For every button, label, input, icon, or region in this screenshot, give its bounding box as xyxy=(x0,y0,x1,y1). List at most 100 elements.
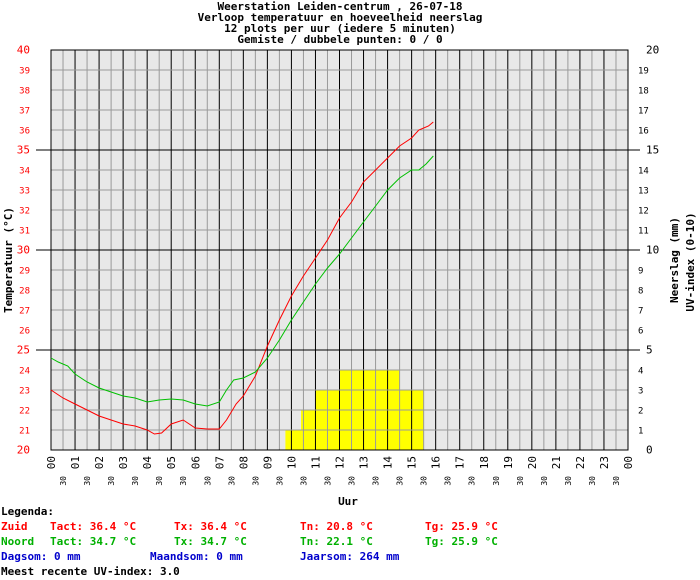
x-tick-halfhour: 30 xyxy=(396,476,405,486)
left-axis-ticks: 20 21 22 23 24 25 26 27 28 29 30 31 32 33 34 35 36 37 38 39… xyxy=(17,44,30,457)
legend-header: Legenda: xyxy=(1,505,54,518)
legend-maandsom: Maandsom: 0 mm xyxy=(150,550,243,563)
right-tick-label: 0 xyxy=(646,444,653,457)
right-tick-label: 1 xyxy=(638,427,643,437)
title-line: Weerstation Leiden-centrum , 26-07-18 xyxy=(217,0,462,13)
x-tick-hour: 23 xyxy=(598,456,611,469)
right-tick-label: 12 xyxy=(638,207,649,217)
legend-dagsom: Dagsom: 0 mm xyxy=(1,550,81,563)
x-tick-hour: 14 xyxy=(382,456,395,470)
legend-zuid-label: Zuid xyxy=(1,520,28,533)
series-line-zuid xyxy=(50,121,434,435)
left-tick-label: 28 xyxy=(19,287,30,297)
right-tick-label: 11 xyxy=(638,227,649,237)
legend-zuid-tg: Tg: 25.9 °C xyxy=(425,520,498,533)
legend-noord-tact: Tact: 34.7 °C xyxy=(50,535,137,548)
x-tick-hour: 19 xyxy=(502,456,515,469)
x-tick-halfhour: 30 xyxy=(612,476,621,486)
right-tick-label: 5 xyxy=(646,344,653,357)
x-tick-hour: 00 xyxy=(622,456,635,469)
left-tick-label: 24 xyxy=(19,367,30,377)
x-tick-hour: 17 xyxy=(454,456,467,469)
right-tick-label: 2 xyxy=(638,407,643,417)
left-tick-label: 23 xyxy=(19,387,30,397)
plot-border xyxy=(50,49,629,451)
right-tick-label: 18 xyxy=(638,87,649,97)
left-tick-label: 26 xyxy=(19,327,30,337)
series-line-noord xyxy=(50,155,434,407)
legend-uv-index: Meest recente UV-index: 3.0 xyxy=(1,565,180,578)
x-tick-hour: 18 xyxy=(478,456,491,469)
x-tick-hour: 12 xyxy=(334,456,347,469)
x-tick-hour: 11 xyxy=(309,456,322,469)
legend-zuid-tact: Tact: 36.4 °C xyxy=(50,520,137,533)
x-tick-hour: 04 xyxy=(141,456,154,470)
left-tick-label: 20 xyxy=(17,444,30,457)
left-tick-label: 31 xyxy=(19,227,30,237)
x-tick-halfhour: 30 xyxy=(299,476,308,486)
right-tick-label: 16 xyxy=(638,127,649,137)
title-line: Gemiste / dubbele punten: 0 / 0 xyxy=(237,33,442,46)
x-tick-hour: 16 xyxy=(430,456,443,469)
x-tick-halfhour: 30 xyxy=(564,476,573,486)
weather-chart: Weerstation Leiden-centrum , 26-07-18Ver… xyxy=(2,0,697,505)
x-tick-halfhour: 30 xyxy=(492,476,501,486)
x-tick-halfhour: 30 xyxy=(83,476,92,486)
left-tick-label: 30 xyxy=(17,244,30,257)
x-tick-hour: 20 xyxy=(526,456,539,469)
x-tick-halfhour: 30 xyxy=(348,476,357,486)
x-tick-hour: 05 xyxy=(165,456,178,469)
x-tick-halfhour: 30 xyxy=(203,476,212,486)
right-tick-label: 20 xyxy=(646,44,659,57)
x-tick-halfhour: 30 xyxy=(227,476,236,486)
left-tick-label: 22 xyxy=(19,407,30,417)
x-tick-halfhour: 30 xyxy=(155,476,164,486)
left-tick-label: 29 xyxy=(19,267,30,277)
x-tick-hour: 06 xyxy=(189,456,202,469)
x-axis-label: Uur xyxy=(338,495,358,505)
x-axis-ticks: 00 01 02 03 04 05 06 07 08 09 10 11 12 13 14 15 16 17 18 19… xyxy=(45,456,635,486)
y-axis-label-left: Temperatuur (°C) xyxy=(2,207,15,313)
legend-noord-tg: Tg: 25.9 °C xyxy=(425,535,498,548)
legend-noord-label: Noord xyxy=(1,535,35,548)
x-tick-halfhour: 30 xyxy=(540,476,549,486)
right-tick-label: 8 xyxy=(638,287,643,297)
x-tick-halfhour: 30 xyxy=(275,476,284,486)
left-tick-label: 38 xyxy=(19,87,30,97)
right-tick-label: 6 xyxy=(638,327,643,337)
x-tick-hour: 08 xyxy=(237,456,250,469)
right-tick-label: 3 xyxy=(638,387,643,397)
y-axis-label-right-uv: UV-index (0-10) xyxy=(684,212,697,311)
left-tick-label: 37 xyxy=(19,107,30,117)
left-tick-label: 36 xyxy=(19,127,30,137)
right-tick-label: 17 xyxy=(638,107,649,117)
x-tick-hour: 13 xyxy=(358,456,371,469)
x-tick-hour: 03 xyxy=(117,456,130,469)
left-tick-label: 21 xyxy=(19,427,30,437)
chart-title: Weerstation Leiden-centrum , 26-07-18Ver… xyxy=(198,0,483,46)
x-tick-halfhour: 30 xyxy=(516,476,525,486)
x-tick-halfhour: 30 xyxy=(251,476,260,486)
x-tick-hour: 00 xyxy=(45,456,58,469)
legend-zuid-tn: Tn: 20.8 °C xyxy=(300,520,373,533)
right-tick-label: 7 xyxy=(638,307,643,317)
x-tick-hour: 10 xyxy=(285,456,298,469)
legend: Legenda: Zuid Tact: 36.4 °C Tx: 36.4 °C … xyxy=(0,505,700,580)
x-tick-halfhour: 30 xyxy=(59,476,68,486)
x-tick-halfhour: 30 xyxy=(372,476,381,486)
x-tick-hour: 07 xyxy=(213,456,226,469)
right-tick-label: 19 xyxy=(638,67,649,77)
legend-noord-tx: Tx: 34.7 °C xyxy=(174,535,247,548)
grid-lines xyxy=(36,49,640,451)
right-tick-label: 10 xyxy=(646,244,659,257)
left-tick-label: 35 xyxy=(17,144,30,157)
left-tick-label: 33 xyxy=(19,187,30,197)
x-tick-hour: 01 xyxy=(69,456,82,469)
x-tick-halfhour: 30 xyxy=(179,476,188,486)
left-tick-label: 39 xyxy=(19,67,30,77)
temperature-lines xyxy=(50,121,434,435)
x-tick-halfhour: 30 xyxy=(323,476,332,486)
right-tick-label: 4 xyxy=(638,367,643,377)
title-line: 12 plots per uur (iedere 5 minuten) xyxy=(224,22,456,35)
